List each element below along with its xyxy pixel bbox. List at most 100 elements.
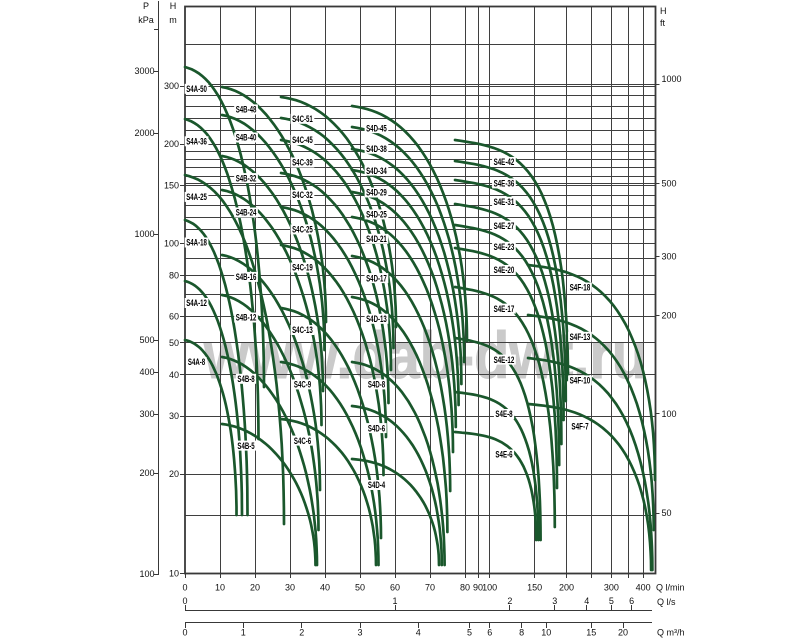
svg-text:40: 40: [169, 370, 179, 380]
svg-text:100: 100: [662, 409, 677, 419]
svg-text:0: 0: [182, 596, 187, 606]
svg-text:S4B-16: S4B-16: [236, 272, 257, 282]
svg-text:S4A-36: S4A-36: [186, 137, 207, 147]
svg-text:80: 80: [460, 583, 470, 593]
svg-text:200: 200: [559, 583, 574, 593]
svg-text:S4D-17: S4D-17: [366, 273, 387, 283]
svg-text:1000: 1000: [662, 74, 682, 84]
svg-text:50: 50: [662, 508, 672, 518]
svg-text:H: H: [660, 6, 667, 16]
svg-text:300: 300: [139, 409, 154, 419]
svg-text:2: 2: [507, 596, 512, 606]
svg-text:S4B-8: S4B-8: [237, 374, 254, 384]
svg-text:S4E-20: S4E-20: [494, 265, 515, 275]
svg-text:6: 6: [629, 596, 634, 606]
svg-text:100: 100: [482, 583, 497, 593]
svg-text:1: 1: [241, 628, 246, 638]
svg-text:S4C-45: S4C-45: [292, 135, 313, 145]
svg-text:ft: ft: [660, 18, 666, 28]
svg-text:m: m: [169, 15, 177, 25]
svg-text:S4E-27: S4E-27: [494, 221, 515, 231]
svg-text:4: 4: [584, 596, 589, 606]
svg-text:S4C-9: S4C-9: [294, 380, 311, 390]
svg-text:P: P: [143, 1, 149, 11]
svg-text:60: 60: [169, 312, 179, 322]
svg-text:S4B-12: S4B-12: [236, 313, 257, 323]
svg-text:S4D-29: S4D-29: [366, 188, 387, 198]
svg-text:6: 6: [487, 628, 492, 638]
svg-text:S4F-7: S4F-7: [571, 421, 588, 431]
svg-text:3: 3: [552, 596, 557, 606]
svg-text:S4D-6: S4D-6: [368, 423, 385, 433]
svg-text:20: 20: [169, 469, 179, 479]
svg-text:S4B-24: S4B-24: [236, 208, 257, 218]
svg-text:50: 50: [169, 338, 179, 348]
svg-text:400: 400: [139, 367, 154, 377]
svg-text:S4C-13: S4C-13: [292, 325, 313, 335]
svg-text:100: 100: [164, 239, 179, 249]
svg-text:S4B-5: S4B-5: [237, 441, 254, 451]
svg-text:300: 300: [164, 81, 179, 91]
svg-text:S4C-39: S4C-39: [292, 158, 313, 168]
svg-text:S4D-13: S4D-13: [366, 314, 387, 324]
svg-text:500: 500: [662, 178, 677, 188]
svg-text:70: 70: [425, 583, 435, 593]
svg-text:20: 20: [618, 628, 628, 638]
svg-text:S4D-45: S4D-45: [366, 123, 387, 133]
svg-text:S4C-32: S4C-32: [292, 190, 313, 200]
svg-text:200: 200: [139, 468, 154, 478]
svg-text:30: 30: [285, 583, 295, 593]
svg-text:S4E-6: S4E-6: [495, 450, 512, 460]
svg-text:S4E-17: S4E-17: [494, 304, 515, 314]
svg-text:10: 10: [215, 583, 225, 593]
svg-text:S4E-23: S4E-23: [494, 242, 515, 252]
svg-text:30: 30: [169, 411, 179, 421]
svg-text:500: 500: [139, 335, 154, 345]
svg-text:S4A-8: S4A-8: [188, 357, 205, 367]
svg-text:8: 8: [519, 628, 524, 638]
svg-text:S4A-18: S4A-18: [186, 238, 207, 248]
svg-text:10: 10: [541, 628, 551, 638]
svg-text:S4F-10: S4F-10: [570, 376, 591, 386]
svg-text:kPa: kPa: [138, 15, 154, 25]
svg-text:200: 200: [662, 310, 677, 320]
svg-text:5: 5: [467, 628, 472, 638]
svg-text:S4F-13: S4F-13: [570, 332, 591, 342]
svg-text:S4C-6: S4C-6: [294, 436, 311, 446]
svg-text:40: 40: [320, 583, 330, 593]
svg-text:5: 5: [609, 596, 614, 606]
svg-text:S4E-42: S4E-42: [494, 157, 515, 167]
svg-text:S4A-25: S4A-25: [186, 192, 207, 202]
svg-text:S4A-50: S4A-50: [186, 84, 207, 94]
svg-text:S4B-32: S4B-32: [236, 173, 257, 183]
svg-text:S4B-48: S4B-48: [236, 105, 257, 115]
svg-text:S4D-38: S4D-38: [366, 144, 387, 154]
svg-text:1000: 1000: [134, 229, 154, 239]
svg-text:20: 20: [250, 583, 260, 593]
svg-text:S4C-25: S4C-25: [292, 225, 313, 235]
svg-text:1: 1: [392, 596, 397, 606]
svg-text:H: H: [170, 1, 177, 11]
svg-text:2: 2: [299, 628, 304, 638]
svg-text:S4E-31: S4E-31: [494, 197, 515, 207]
svg-text:S4E-8: S4E-8: [495, 409, 512, 419]
svg-text:S4D-34: S4D-34: [366, 166, 387, 176]
svg-text:0: 0: [182, 628, 187, 638]
svg-text:S4D-8: S4D-8: [368, 380, 385, 390]
svg-text:S4B-40: S4B-40: [236, 133, 257, 143]
svg-text:15: 15: [586, 628, 596, 638]
svg-text:150: 150: [164, 180, 179, 190]
svg-text:150: 150: [527, 583, 542, 593]
svg-text:3: 3: [357, 628, 362, 638]
svg-text:0: 0: [182, 583, 187, 593]
svg-text:80: 80: [169, 271, 179, 281]
svg-text:60: 60: [390, 583, 400, 593]
svg-text:Q l/min: Q l/min: [656, 583, 685, 593]
svg-text:S4E-12: S4E-12: [494, 355, 515, 365]
svg-text:200: 200: [164, 139, 179, 149]
svg-text:400: 400: [636, 583, 651, 593]
svg-text:S4C-51: S4C-51: [292, 114, 313, 124]
svg-text:3000: 3000: [134, 66, 154, 76]
svg-text:S4E-36: S4E-36: [494, 179, 515, 189]
svg-text:S4F-18: S4F-18: [570, 283, 591, 293]
